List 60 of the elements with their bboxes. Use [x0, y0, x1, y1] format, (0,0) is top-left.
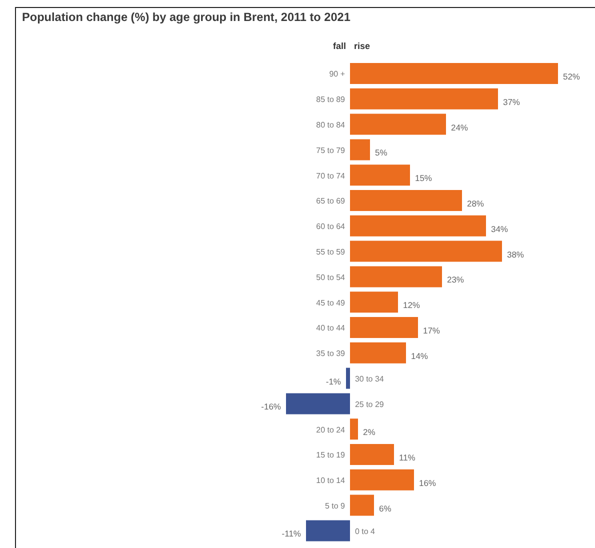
bar [350, 418, 358, 440]
text: fall [332, 41, 346, 51]
data-label: 16% [419, 478, 436, 488]
bar [350, 114, 446, 135]
y-tick-label: 5 to 9 [325, 501, 346, 510]
y-tick-label: 15 to 19 [316, 450, 346, 460]
y-tick-label: 55 to 59 [316, 248, 346, 256]
bar [350, 494, 374, 516]
data-label: 6% [379, 503, 392, 514]
bar [350, 88, 498, 110]
bar [350, 215, 486, 236]
y-tick-label: 25 to 29 [355, 400, 384, 409]
y-tick-label: 85 to 89 [316, 95, 346, 104]
data-label: 12% [403, 300, 420, 310]
bar [350, 266, 442, 288]
data-label: -11% [282, 528, 302, 539]
data-label: 37% [503, 96, 520, 107]
bar [350, 342, 406, 364]
data-label: 14% [411, 350, 428, 361]
bar [350, 240, 502, 262]
bar [350, 292, 398, 313]
bar [286, 393, 350, 414]
bar [346, 368, 350, 389]
y-tick-label: 10 to 14 [316, 476, 346, 486]
data-label: 23% [447, 274, 464, 285]
data-label: 34% [491, 224, 508, 234]
data-label: 24% [451, 122, 468, 132]
bar [350, 164, 410, 186]
y-tick-label: 30 to 34 [355, 374, 384, 384]
y-tick-label: 20 to 24 [316, 425, 346, 434]
data-label: 38% [507, 249, 524, 260]
y-tick-label: 35 to 39 [316, 349, 346, 358]
data-label: -1% [326, 376, 342, 386]
bar [350, 139, 370, 160]
data-label: 15% [415, 173, 432, 184]
bar [350, 316, 418, 338]
y-tick-label: 65 to 69 [316, 196, 346, 206]
y-tick-label: 75 to 79 [316, 146, 346, 155]
data-label: 11% [399, 452, 416, 462]
text: rise [354, 41, 370, 51]
y-tick-label: 60 to 64 [316, 222, 346, 232]
y-tick-label: 90 + [329, 70, 346, 79]
data-label: 2% [363, 427, 376, 438]
text: Population change (%) by age group in Brent, 2011 to 2021 [22, 10, 350, 24]
data-label: 5% [375, 148, 388, 158]
y-tick-label: 50 to 54 [316, 272, 346, 282]
y-tick-label: 70 to 74 [316, 171, 346, 180]
y-tick-label: 45 to 49 [316, 298, 346, 308]
data-label: 17% [423, 325, 440, 336]
bar [350, 63, 558, 84]
data-label: 52% [563, 72, 580, 82]
bar [306, 520, 350, 542]
y-tick-label: 0 to 4 [355, 526, 376, 536]
y-tick-label: 80 to 84 [316, 120, 346, 130]
bar [350, 469, 414, 490]
y-tick-label: 40 to 44 [316, 324, 346, 333]
bar [350, 190, 462, 211]
data-label: 28% [467, 198, 484, 208]
data-label: -16% [261, 402, 282, 412]
bar [350, 444, 394, 465]
